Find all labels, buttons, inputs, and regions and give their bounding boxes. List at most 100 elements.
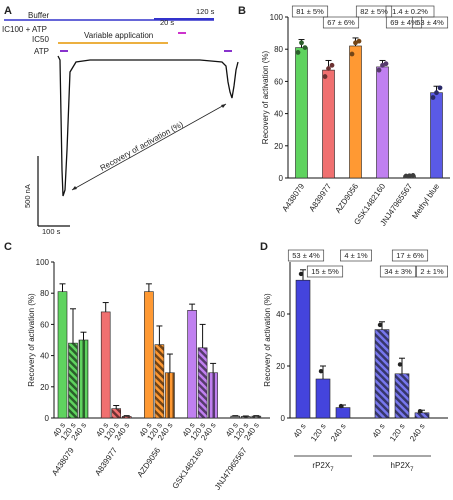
value-label-b-3: 69 ± 4%	[390, 18, 418, 27]
panel-b: B Recovery of activation (%) 0 20 40 60 80 10…	[238, 5, 450, 228]
legend-ic50: IC50	[32, 35, 49, 44]
arrowhead-left	[72, 186, 77, 190]
value-label-b-4: 1.4 ± 0.2%	[392, 7, 428, 16]
point-b-3-0	[376, 67, 382, 73]
point-b-5-1	[434, 90, 439, 96]
sub-label-d-0-2: 240 s	[329, 422, 348, 443]
y-tick-label-b-2: 40	[274, 110, 283, 119]
bar-d-1-0	[374, 329, 390, 419]
bar-b-1	[322, 69, 335, 179]
y-tick-label-b-4: 80	[274, 45, 283, 54]
legend-ic100-atp: IC100 + ATP	[2, 25, 47, 34]
point-b-2-2	[356, 38, 362, 44]
group-label-d-0: rP2X7	[312, 461, 334, 473]
y-axis-label-c: Recovery of activation (%)	[27, 293, 36, 387]
value-label-d-1-2: 2 ± 1%	[420, 267, 444, 276]
group-label-c-4: JNJ47965567	[213, 446, 249, 492]
group-label-d-1: hP2X7	[391, 461, 415, 473]
value-label-b-5: 53 ± 4%	[416, 18, 444, 27]
bar-c-4-2	[251, 415, 262, 419]
point-b-1-2	[329, 62, 335, 68]
bar-c-2-1	[154, 344, 165, 419]
value-label-b-0-box	[291, 5, 329, 18]
value-label-d-0-2-box	[340, 249, 372, 262]
panel-c: C Recovery of activation (%) 0 20 40 60 80 10…	[4, 241, 270, 492]
sub-label-d-1-1: 120 s	[388, 422, 407, 443]
legend-atp: ATP	[34, 47, 49, 56]
bar-c-4-0	[230, 415, 241, 419]
bar-d-1-1	[394, 373, 410, 419]
y-axis-label-d: Recovery of activation (%)	[263, 293, 272, 387]
y-tick-label-c-2: 40	[40, 352, 49, 361]
value-label-d-0-0: 53 ± 4%	[292, 251, 320, 260]
sub-label-d-0-0: 40 s	[292, 422, 308, 440]
bar-b-3	[376, 66, 389, 179]
y-tick-label-d-2: 40	[276, 310, 285, 319]
value-label-b-1: 67 ± 6%	[327, 18, 355, 27]
y-tick-label-b-3: 60	[274, 77, 283, 86]
panel-label-b: B	[238, 5, 246, 17]
value-label-d-0-1: 15 ± 5%	[311, 267, 339, 276]
point-b-3-2	[383, 61, 389, 67]
point-d-0-1	[318, 369, 324, 374]
y-tick-label-c-0: 0	[45, 414, 50, 423]
current-trace	[57, 55, 239, 197]
value-label-b-5-box	[411, 16, 449, 29]
point-b-0-1	[299, 40, 304, 46]
bar-d-0-2	[335, 407, 351, 419]
scale-label-y: 500 nA	[23, 184, 32, 208]
panel-label-d: D	[260, 241, 268, 253]
bar-d-0-0	[295, 279, 311, 419]
category-label-b-5: Methyl blue	[410, 182, 441, 221]
bar-c-2-0	[144, 291, 154, 419]
value-label-d-1-0: 34 ± 3%	[384, 267, 412, 276]
y-tick-label-d-1: 20	[276, 362, 285, 371]
point-b-4-0	[403, 173, 409, 179]
bar-c-2-2	[165, 372, 175, 419]
bar-c-3-1	[197, 347, 208, 419]
bar-c-3-0	[187, 310, 197, 419]
point-d-1-0	[377, 322, 383, 328]
point-b-4-2	[410, 173, 416, 178]
group-label-c-2: AZD9056	[135, 446, 162, 479]
y-tick-label-c-1: 20	[40, 383, 49, 392]
bar-c-1-2	[121, 416, 132, 419]
legend-buffer: Buffer	[28, 11, 50, 20]
point-b-5-0	[430, 95, 436, 100]
label-variable-application: Variable application	[84, 31, 153, 40]
bar-d-1-2	[414, 412, 430, 419]
group-label-c-0: A438079	[50, 446, 76, 478]
y-tick-label-c-4: 80	[40, 289, 49, 298]
y-tick-label-c-3: 60	[40, 320, 49, 329]
category-label-b-1: A839977	[307, 182, 333, 214]
bar-b-2	[349, 45, 362, 179]
point-b-4-1	[407, 173, 412, 179]
group-label-c-1: A839977	[93, 446, 119, 478]
bar-c-1-1	[111, 408, 121, 419]
value-label-d-0-2: 4 ± 1%	[344, 251, 368, 260]
point-d-1-1	[397, 362, 403, 367]
value-label-d-1-2-box	[416, 265, 448, 278]
recovery-annotation: Recovery of activation (%)	[99, 119, 185, 172]
value-label-b-4-box	[385, 5, 435, 18]
label-20s: 20 s	[160, 18, 174, 27]
point-b-0-2	[302, 45, 308, 50]
category-label-b-0: A438079	[280, 182, 306, 214]
category-label-b-2: AZD9056	[333, 182, 360, 215]
panel-label-c: C	[4, 241, 12, 253]
y-tick-label-b-0: 0	[279, 174, 284, 183]
sub-label-d-1-0: 40 s	[371, 422, 387, 440]
point-b-5-2	[437, 85, 443, 91]
y-axis-label-b: Recovery of activation (%)	[261, 50, 270, 144]
bar-c-4-1	[241, 416, 251, 419]
panel-a: A Buffer IC100 + ATP IC50 ATP Variable a…	[2, 5, 239, 236]
point-b-0-0	[295, 50, 301, 55]
point-d-0-2	[338, 403, 344, 409]
group-label-sub-d-1: 7	[410, 467, 414, 473]
bar-c-1-0	[100, 311, 111, 419]
panel-label-a: A	[4, 5, 12, 17]
bar-c-3-2	[208, 372, 218, 419]
value-label-d-1-1-box	[391, 249, 429, 262]
bar-b-0	[295, 47, 308, 179]
